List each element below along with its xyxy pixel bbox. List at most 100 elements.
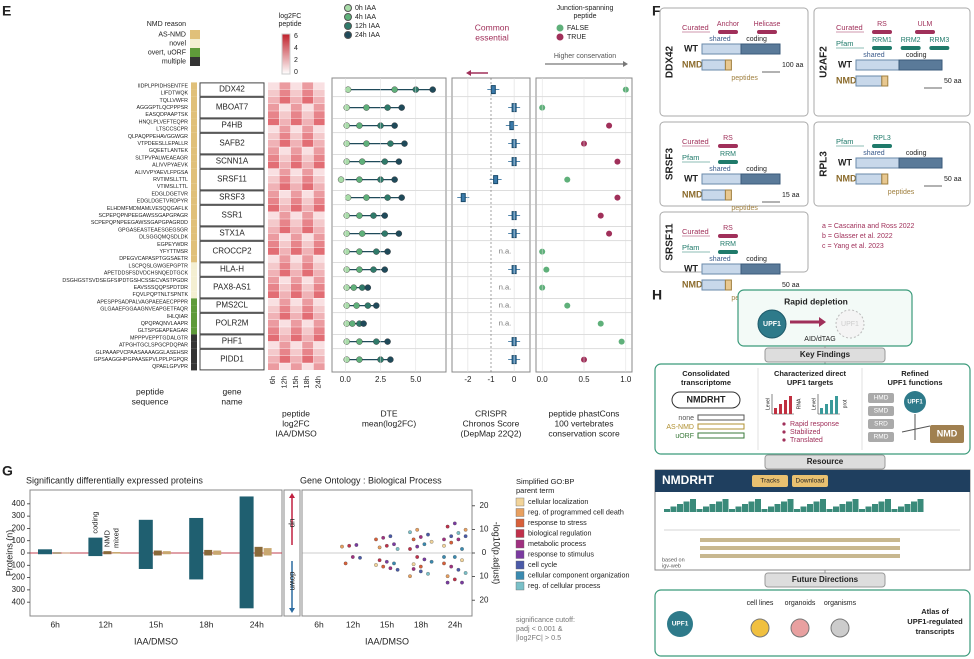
heat-cell: [268, 176, 279, 183]
heat-cell: [290, 356, 302, 363]
coverage-peak: [677, 504, 683, 512]
reason-cell: [191, 255, 197, 263]
label: Pfam: [682, 243, 700, 252]
peptide: EDGLDGETVR: [152, 191, 189, 197]
heat-cell: [302, 147, 314, 154]
protein: [667, 611, 693, 637]
section-tag: [764, 347, 886, 363]
domain: [872, 46, 892, 50]
domain: [718, 250, 738, 254]
heat-cell: [268, 190, 279, 198]
heat-cell: [302, 320, 314, 327]
reason-cell: [191, 118, 197, 126]
protein-degraded: [835, 309, 865, 339]
domain: [718, 30, 738, 34]
legend-label: 4h IAA: [355, 14, 376, 21]
coverage-peak: [872, 504, 878, 512]
x-tick-label: 6h: [50, 619, 60, 629]
peptide: GLGAAEFGGAAGNVEAPGETFAQR: [100, 307, 188, 313]
label: IAA/DMSO: [365, 636, 409, 646]
go-term: [354, 543, 359, 547]
heat-cell: [290, 240, 302, 248]
go-term: [445, 524, 450, 529]
coverage-peak: [742, 504, 748, 512]
reason-cell: [191, 334, 197, 342]
gene-name: DDX42: [219, 85, 245, 94]
heat-cell: [290, 298, 302, 306]
reason-cell: [191, 327, 197, 335]
peptide: QLPAQPPEHAVGGWGR: [128, 134, 188, 140]
go-term: [415, 555, 420, 559]
coverage-peak: [748, 501, 755, 512]
go-term: [445, 574, 450, 579]
label: significance cutoff:: [516, 615, 575, 624]
bar-up: [88, 537, 103, 553]
peptide: SCPEPQPNPEEGAWSSGAPGPAGRDD: [91, 220, 188, 226]
dte-point: [364, 284, 372, 291]
button: [792, 475, 828, 487]
dte-point: [343, 338, 350, 345]
gene-box: [199, 298, 265, 313]
label: 50 aa: [944, 176, 962, 183]
go-term: [395, 567, 400, 572]
go-term: [442, 555, 446, 559]
go-term: [442, 543, 446, 548]
gene-box: [199, 118, 265, 133]
heat-cell: [302, 125, 314, 133]
label: sequence: [132, 396, 169, 406]
dte-point: [387, 356, 394, 363]
gene-name: PHF1: [222, 337, 243, 346]
gene-name: SRSF3: [219, 193, 245, 202]
x-tick-label: 18h: [199, 619, 213, 629]
gene-box: [199, 334, 265, 349]
glyph-bar: [789, 396, 792, 414]
heat-cell: [279, 334, 291, 342]
footnote: b = Glasser et al. 2022: [822, 233, 893, 240]
legend-swatch: [190, 30, 200, 39]
label: RS: [723, 135, 733, 142]
legend-label: metabolic process: [528, 539, 586, 548]
tick-label: 6: [294, 33, 298, 40]
heat-cell: [279, 140, 291, 147]
gene-name: RPL3: [819, 151, 830, 177]
label: peptide: [136, 386, 164, 396]
series-label: NMD: [102, 529, 111, 547]
heat-cell: [313, 348, 325, 356]
balance: [901, 425, 931, 433]
transcript-track: [700, 546, 900, 550]
heat-cell: [290, 140, 302, 147]
label: RMD: [874, 434, 889, 441]
dte-point: [350, 284, 357, 291]
heat-cell: [290, 197, 302, 205]
nmd-tag: [930, 425, 964, 443]
heat-cell: [290, 312, 302, 320]
dte-point: [343, 356, 350, 363]
crispr-box: [509, 121, 515, 131]
gene-box: [199, 204, 265, 227]
coverage-peak: [670, 506, 677, 512]
go-term: [422, 542, 427, 547]
peptide: MPPPVEPPTGDALGTR: [130, 335, 188, 341]
legend-label: 12h IAA: [355, 23, 380, 30]
coding-bar: [898, 59, 943, 71]
reason-cell: [191, 132, 197, 140]
heat-cell: [290, 96, 302, 104]
go-term: [384, 543, 389, 548]
heat-cell: [313, 219, 325, 226]
phast-point: [618, 338, 625, 345]
label: 50 aa: [782, 282, 800, 289]
coverage-peak: [885, 499, 891, 512]
gene-name: PIDD1: [220, 355, 244, 364]
reason-cell: [191, 147, 197, 155]
heat-cell: [313, 111, 325, 118]
heat-cell: [302, 140, 314, 147]
function-tag: [868, 432, 894, 442]
legend-label: FALSE: [567, 25, 589, 32]
label: parent term: [516, 486, 554, 495]
label: gene: [223, 386, 242, 396]
reason-cell: [191, 125, 197, 133]
reason-cell: [191, 154, 197, 162]
peptide: ATPGHTGCLSPGCPDQPAR: [119, 343, 188, 349]
heat-cell: [302, 161, 314, 169]
label: 15 aa: [782, 192, 800, 199]
